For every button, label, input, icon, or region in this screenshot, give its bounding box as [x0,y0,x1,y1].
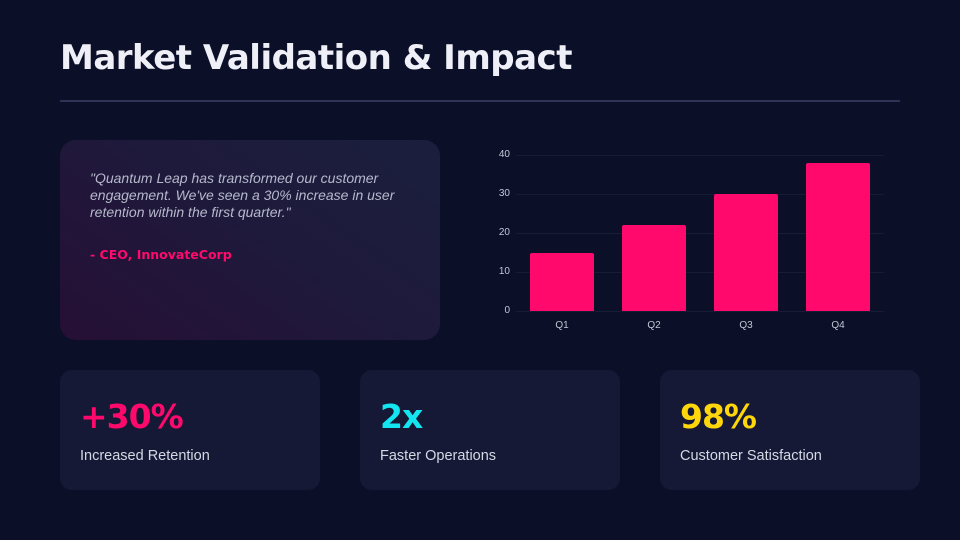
stat-card-operations: 2x Faster Operations [360,370,620,490]
x-tick-label: Q1 [555,320,569,331]
y-tick-label: 10 [498,266,510,277]
grid-line [516,233,884,234]
stat-card-satisfaction: 98% Customer Satisfaction [660,370,920,490]
quarterly-bar-chart: 0 10 20 30 40 Q1 Q2 Q3 Q4 [470,140,900,340]
grid-line [516,155,884,156]
title-divider [60,100,900,102]
y-tick-label: 30 [498,188,510,199]
testimonial-quote: "Quantum Leap has transformed our custom… [90,170,395,220]
y-tick-label: 20 [498,227,510,238]
x-tick-label: Q2 [647,320,661,331]
y-tick-label: 0 [504,305,510,316]
x-tick-label: Q4 [831,320,845,331]
grid-line [516,272,884,273]
grid-line [516,194,884,195]
bar-q4 [806,162,870,311]
grid-line [516,311,884,312]
testimonial-card: "Quantum Leap has transformed our custom… [60,140,440,340]
y-tick-label: 40 [498,149,510,160]
stat-label: Customer Satisfaction [680,448,822,464]
stat-value: +30% [80,397,184,436]
stat-value: 2x [380,397,423,436]
bar-q3 [714,194,778,311]
stat-value: 98% [680,397,757,436]
bar-q2 [622,225,686,311]
page-title: Market Validation & Impact [60,38,572,78]
stat-label: Faster Operations [380,448,497,464]
stat-card-retention: +30% Increased Retention [60,370,320,490]
testimonial-author: - CEO, InnovateCorp [90,247,232,262]
bar-q1 [530,252,594,311]
x-tick-label: Q3 [739,320,753,331]
stat-label: Increased Retention [80,448,210,464]
